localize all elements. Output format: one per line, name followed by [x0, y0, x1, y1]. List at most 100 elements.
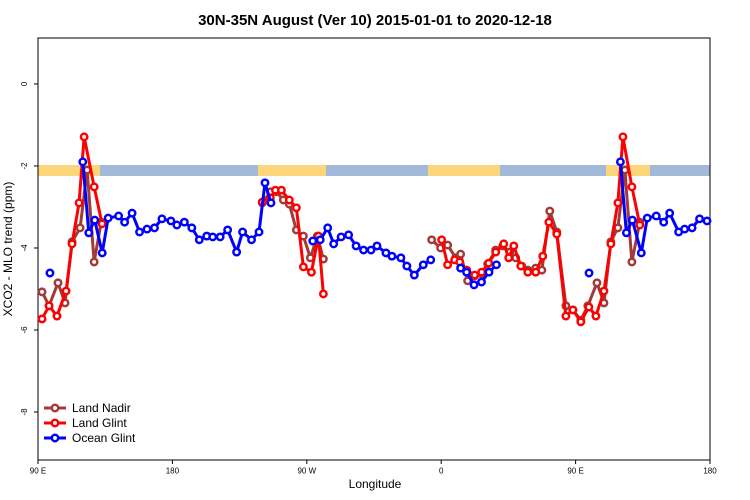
data-point	[627, 257, 637, 267]
data-point	[443, 240, 453, 250]
data-point	[187, 223, 197, 233]
legend-marker	[50, 403, 60, 413]
data-point	[276, 185, 286, 195]
data-point	[680, 224, 690, 234]
x-tick-label: 90 W	[297, 467, 316, 476]
plot-frame	[37, 37, 711, 461]
data-point	[568, 305, 578, 315]
data-point	[79, 132, 89, 142]
data-point	[366, 245, 376, 255]
series-line	[40, 168, 642, 322]
data-point	[615, 157, 625, 167]
data-point	[344, 230, 354, 240]
data-point	[492, 260, 501, 270]
data-point	[651, 211, 661, 221]
data-point	[456, 263, 466, 273]
data-point	[702, 216, 712, 226]
data-point	[45, 268, 55, 278]
data-point	[477, 267, 487, 277]
data-point	[61, 286, 71, 296]
y-tick-label: -8	[20, 408, 29, 416]
data-point	[232, 247, 242, 257]
data-point	[266, 198, 276, 208]
data-point	[372, 241, 382, 251]
data-point	[127, 208, 137, 218]
data-point	[627, 182, 637, 192]
data-point	[523, 267, 533, 277]
data-point	[396, 253, 406, 263]
data-point	[75, 223, 85, 233]
data-point	[402, 261, 412, 271]
data-point	[157, 214, 167, 224]
data-point	[44, 301, 54, 311]
x-tick-label: 180	[703, 467, 717, 476]
data-point	[336, 232, 346, 242]
data-point	[606, 239, 616, 249]
data-point	[576, 317, 586, 327]
data-point	[291, 203, 301, 213]
data-point	[599, 286, 609, 296]
data-point	[484, 267, 494, 277]
data-point	[387, 251, 397, 261]
data-point	[37, 287, 47, 297]
data-point	[627, 215, 637, 225]
y-axis-label: XCO2 - MLO trend (ppm)	[1, 182, 15, 317]
y-tick-label: 0	[20, 81, 29, 86]
data-point	[618, 132, 628, 142]
land-strip	[258, 165, 326, 176]
data-point	[613, 198, 623, 208]
data-point	[306, 267, 316, 277]
data-point	[635, 220, 645, 230]
data-point	[89, 257, 99, 267]
data-point	[74, 198, 84, 208]
legend-label: Ocean Glint	[72, 431, 136, 445]
legend-label: Land Glint	[72, 416, 127, 430]
data-point	[142, 224, 152, 234]
data-point	[284, 195, 294, 205]
x-axis-label: Longitude	[349, 477, 402, 491]
data-point	[591, 311, 601, 321]
data-point	[469, 280, 479, 290]
data-point	[298, 262, 308, 272]
data-point	[552, 229, 562, 239]
data-point	[208, 232, 218, 242]
data-point	[103, 213, 113, 223]
y-tick-label: -2	[20, 162, 29, 170]
legend-marker	[50, 418, 60, 428]
series-line	[40, 135, 642, 324]
data-point	[409, 270, 419, 280]
data-point	[687, 223, 697, 233]
data-point	[427, 235, 437, 245]
x-tick-label: 180	[166, 467, 180, 476]
data-point	[544, 217, 554, 227]
data-point	[120, 217, 130, 227]
data-point	[97, 248, 107, 258]
data-point	[462, 267, 472, 277]
data-point	[584, 302, 594, 312]
data-point	[323, 223, 333, 233]
land-strip	[428, 165, 500, 176]
data-point	[166, 216, 176, 226]
data-point	[443, 260, 453, 270]
data-point	[84, 228, 94, 238]
data-point	[613, 223, 623, 233]
data-point	[477, 277, 486, 287]
data-point	[254, 227, 264, 237]
data-point	[584, 268, 594, 278]
data-point	[426, 255, 436, 265]
data-point	[659, 217, 669, 227]
data-point	[509, 241, 519, 251]
data-point	[179, 217, 189, 227]
data-point	[359, 245, 368, 255]
legend-label: Land Nadir	[72, 401, 131, 415]
data-point	[89, 182, 99, 192]
data-point	[538, 251, 548, 261]
chart-title: 30N-35N August (Ver 10) 2015-01-01 to 20…	[198, 12, 552, 29]
data-point	[621, 228, 631, 238]
data-point	[592, 278, 602, 288]
data-point	[318, 289, 328, 299]
x-tick-label: 0	[439, 467, 444, 476]
data-point	[97, 219, 107, 229]
data-point	[516, 261, 526, 271]
data-point	[531, 267, 541, 277]
